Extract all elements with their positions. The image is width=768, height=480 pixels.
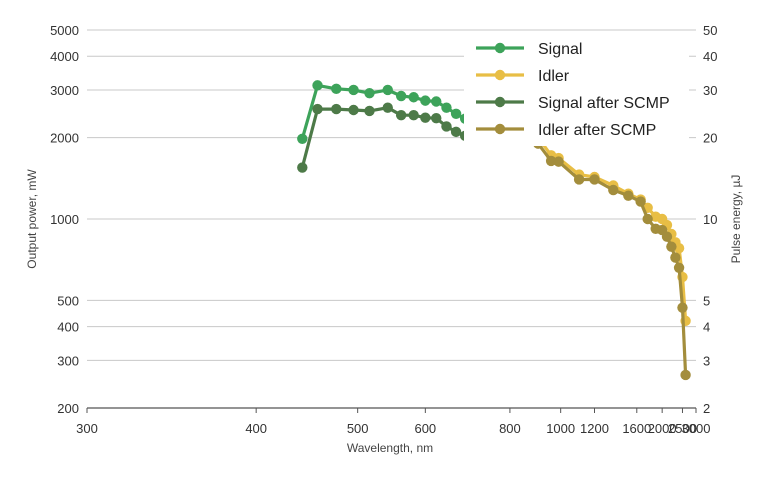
data-point-idler-after-scmp [553,156,564,167]
legend-entry: Idler after SCMP [476,122,656,139]
data-point-idler-after-scmp [608,184,619,196]
legend-label: Signal after SCMP [538,95,670,112]
data-point-signal [441,102,452,113]
x-tick-label: 500 [347,421,369,436]
x-tick-label: 1000 [546,421,575,436]
x-tick-label: 1200 [580,421,609,436]
y-tick-label: 500 [57,293,79,308]
x-tick-label: 2500 [668,421,697,436]
y-tick-label: 3000 [50,83,79,98]
y-tick-label: 2000 [50,131,79,146]
data-point-idler-after-scmp [680,369,691,381]
y2-tick-label: 20 [703,131,717,146]
x-tick-label: 1600 [622,421,651,436]
axes: 200 300 400 500 1000 2000 3000 4000 5000 2 3 4 5 10 20… [50,23,717,436]
x-axis-title: Wavelength, nm [347,441,433,455]
legend-swatch-marker [494,69,506,81]
legend-swatch-marker [494,42,506,54]
data-point-signal-after-scmp [312,103,323,115]
data-point-signal-after-scmp [331,103,342,115]
data-point-signal [364,87,375,99]
data-point-idler [673,242,685,254]
data-point-signal-after-scmp [348,104,359,116]
legend-label: Signal [538,41,582,58]
data-point-idler-after-scmp [623,190,634,201]
legend-entry: Idler [476,68,570,85]
data-point-signal [408,92,419,103]
data-point-signal-after-scmp [408,110,419,121]
y-tick-label: 4000 [50,49,79,64]
data-point-signal [312,80,323,91]
y2-tick-label: 2 [703,401,710,416]
y-tick-label: 5000 [50,23,79,38]
x-tick-label: 300 [76,421,98,436]
data-point-idler-after-scmp [661,231,673,242]
legend-label: Idler after SCMP [538,122,656,139]
data-point-signal [297,133,308,144]
legend-swatch-marker [494,123,506,135]
y2-tick-label: 5 [703,293,710,308]
data-point-signal-after-scmp [364,105,375,117]
legend: Signal Idler Signal after SCMP Idler after … [464,34,689,146]
data-point-idler-after-scmp [677,302,688,313]
series-idler-after-scmp [532,138,691,381]
data-point-signal [420,95,431,106]
data-point-signal [431,96,442,107]
gridlines [87,29,696,409]
data-point-signal [348,84,359,96]
y2-tick-label: 50 [703,23,717,38]
data-point-signal [331,83,342,95]
data-point-idler-after-scmp [635,196,646,207]
y-axis-title: Output power, mW [25,169,39,269]
y-tick-label: 400 [57,320,79,335]
legend-entry: Signal after SCMP [476,95,670,112]
legend-entry: Signal [476,41,582,58]
data-point-idler-after-scmp [589,174,600,185]
y2-tick-label: 30 [703,83,717,98]
y2-tick-label: 10 [703,212,717,227]
x-tick-label: 600 [414,421,436,436]
y2-tick-label: 4 [703,320,710,335]
data-point-signal [395,90,407,102]
data-point-idler-after-scmp [573,174,585,185]
legend-swatch-marker [494,96,506,108]
data-point-idler-after-scmp [545,155,557,167]
x-tick-label: 800 [499,421,521,436]
y2-tick-label: 40 [703,49,717,64]
data-point-signal-after-scmp [450,126,462,138]
data-point-signal-after-scmp [420,112,431,123]
legend-label: Idler [538,68,570,85]
data-point-idler-after-scmp [642,213,653,225]
data-point-idler-after-scmp [670,252,681,263]
y2-axis-title: Pulse energy, µJ [729,175,743,264]
data-point-signal [450,108,462,119]
data-point-signal-after-scmp [395,110,407,121]
data-point-signal [382,84,393,96]
y-tick-label: 1000 [50,212,79,227]
y2-tick-label: 3 [703,353,710,368]
data-point-signal-after-scmp [431,112,442,124]
y-tick-label: 300 [57,353,79,368]
data-point-signal-after-scmp [297,162,308,173]
series-layer [297,80,691,381]
x-tick-label: 2000 [648,421,677,436]
data-point-idler-after-scmp [673,262,685,273]
data-point-idler-after-scmp [666,241,677,252]
data-point-signal-after-scmp [441,121,452,132]
x-tick-label: 400 [245,421,267,436]
y-tick-label: 200 [57,401,79,416]
series-line-idler-after-scmp [536,142,688,376]
data-point-signal-after-scmp [382,102,393,113]
x-tick-label: 3000 [682,421,711,436]
